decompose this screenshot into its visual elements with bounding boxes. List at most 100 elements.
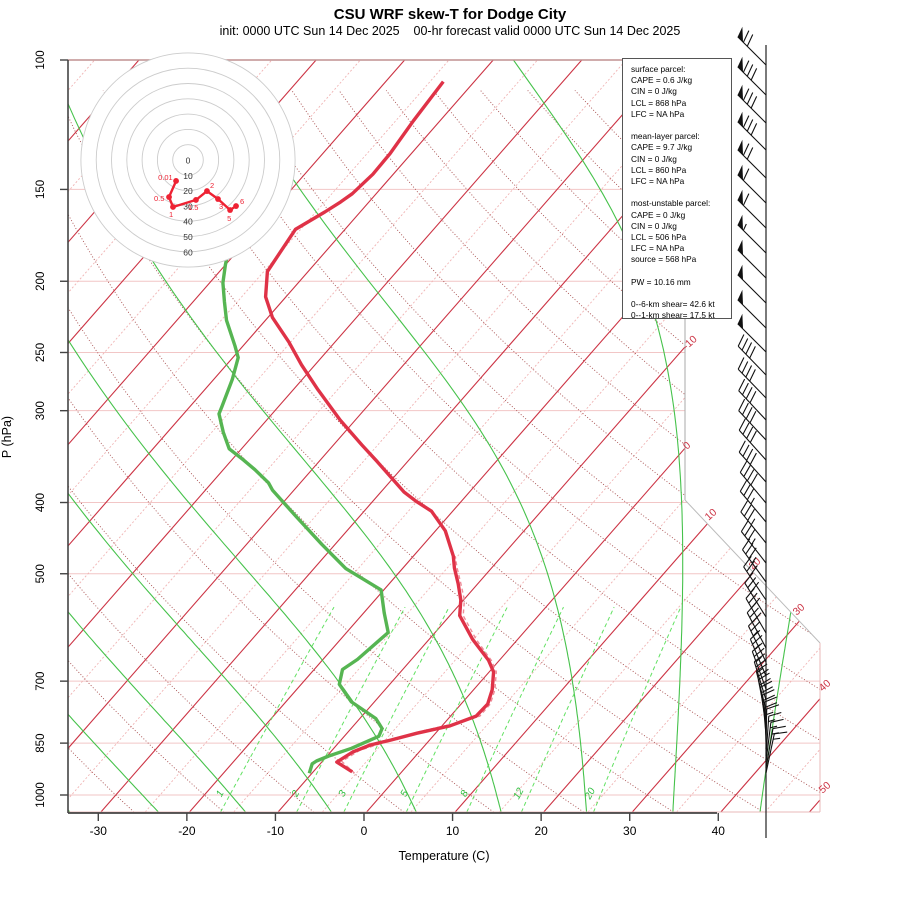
pressure-tick-label: 250 — [35, 343, 47, 362]
temp-tick-label: 30 — [623, 824, 637, 838]
svg-text:10: 10 — [703, 506, 720, 523]
pressure-tick-label: 100 — [35, 50, 47, 69]
hodograph-ring — [172, 144, 204, 176]
hodograph-point-label: 1.5 — [188, 203, 198, 212]
temp-tick-label: -30 — [90, 824, 108, 838]
pressure-tick-label: 300 — [35, 401, 47, 420]
wind-barb — [765, 704, 780, 750]
wind-barb — [737, 189, 767, 229]
wind-barb — [739, 479, 767, 523]
hodograph-point — [193, 197, 199, 203]
page-subtitle: init: 0000 UTC Sun 14 Dec 2025 00-hr for… — [219, 24, 681, 38]
wind-barb — [739, 460, 767, 504]
svg-text:20: 20 — [583, 786, 599, 802]
pressure-tick-label: 400 — [35, 493, 47, 512]
info-line: most-unstable parcel: — [631, 198, 711, 209]
hodograph-point — [166, 194, 172, 200]
info-line: CAPE = 9.7 J/kg — [631, 142, 693, 153]
hodograph-point — [204, 188, 210, 194]
pressure-tick-label: 150 — [35, 180, 47, 199]
hodograph-point-label: 0.01 — [158, 173, 173, 182]
info-line: CIN = 0 J/kg — [631, 86, 677, 97]
hodograph-point — [215, 196, 221, 202]
hodograph-ring-label: 30 — [183, 201, 193, 211]
temp-tick-label: 0 — [361, 824, 368, 838]
info-line: LCL = 506 hPa — [631, 232, 687, 243]
hodograph-point — [170, 204, 176, 210]
pressure-tick-label: 500 — [35, 564, 47, 583]
hodograph-ring-label: 40 — [183, 217, 193, 227]
hodograph-point — [173, 178, 179, 184]
wind-barb — [737, 264, 767, 304]
svg-text:1: 1 — [214, 789, 226, 799]
wind-barb — [740, 520, 767, 564]
svg-text:30: 30 — [791, 601, 808, 618]
hodograph-ring-label: 60 — [183, 247, 193, 257]
hodograph-point — [233, 203, 239, 209]
info-line: LFC = NA hPa — [631, 108, 685, 119]
hodograph-ring-label: 20 — [183, 186, 193, 196]
svg-text:8: 8 — [459, 788, 472, 798]
wind-barb — [737, 334, 767, 376]
wind-barb — [738, 378, 767, 421]
wind-barb — [737, 139, 767, 179]
wind-barb — [737, 357, 767, 399]
temp-tick-label: -20 — [178, 824, 196, 838]
info-line — [631, 266, 731, 277]
info-line: mean-layer parcel: — [631, 131, 700, 142]
temp-tick-label: 40 — [712, 824, 726, 838]
info-line: source = 568 hPa — [631, 254, 697, 265]
wind-barb — [740, 500, 767, 544]
hodograph-ring — [95, 67, 281, 253]
wind-barb — [737, 84, 767, 124]
hodograph-point-label: 1 — [169, 210, 173, 219]
pressure-tick-label: 200 — [35, 272, 47, 291]
wind-barb — [738, 398, 767, 441]
wind-barb — [737, 26, 767, 66]
wind-barb — [738, 418, 767, 461]
pressure-tick-label: 850 — [35, 734, 47, 753]
hodograph-point-label: 0.5 — [154, 194, 164, 203]
info-line: 0--1-km shear= 17.5 kt — [631, 310, 715, 321]
hodograph-point — [227, 207, 233, 213]
svg-text:40: 40 — [817, 677, 834, 694]
info-line — [631, 288, 731, 299]
info-line: LCL = 860 hPa — [631, 164, 687, 175]
hodograph-ring — [141, 113, 235, 207]
info-line — [631, 187, 731, 198]
info-line — [631, 120, 731, 131]
hodograph-ring — [156, 128, 220, 192]
svg-text:2: 2 — [289, 788, 302, 799]
info-line: LFC = NA hPa — [631, 243, 685, 254]
wind-barb — [753, 653, 767, 701]
svg-text:3: 3 — [337, 788, 350, 798]
dewpoint-curve — [217, 247, 390, 774]
hodograph-ring-label: 50 — [183, 232, 193, 242]
hodograph-ring — [80, 52, 296, 268]
hodograph-point-label: 6 — [240, 197, 244, 206]
wind-barb — [737, 239, 767, 279]
svg-text:12: 12 — [512, 786, 527, 801]
temp-tick-label: 10 — [446, 824, 460, 838]
wind-barb — [737, 214, 767, 254]
info-line: LFC = NA hPa — [631, 176, 685, 187]
wind-barb — [765, 731, 788, 774]
page-title: CSU WRF skew-T for Dodge City — [333, 6, 567, 23]
pressure-tick-label: 1000 — [35, 782, 47, 808]
wind-barb — [765, 718, 784, 763]
wind-barb — [738, 440, 767, 483]
wind-barb — [737, 111, 767, 151]
info-line: PW = 10.16 mm — [631, 276, 691, 287]
mixing-ratio-labels: 1 2 3 5 8 12 20 — [214, 786, 598, 802]
wind-barb — [737, 313, 767, 353]
parcel-info-box: surface parcel: CAPE = 0.6 J/kg CIN = 0 J/… — [622, 58, 732, 321]
hodograph-ring — [126, 98, 250, 222]
wind-barb — [765, 711, 782, 757]
hodograph-point-label: 2 — [210, 181, 214, 190]
info-line: 0--6-km shear= 42.6 kt — [631, 299, 715, 310]
hodograph-point-label: 5 — [227, 214, 231, 223]
info-line: CIN = 0 J/kg — [631, 220, 677, 231]
